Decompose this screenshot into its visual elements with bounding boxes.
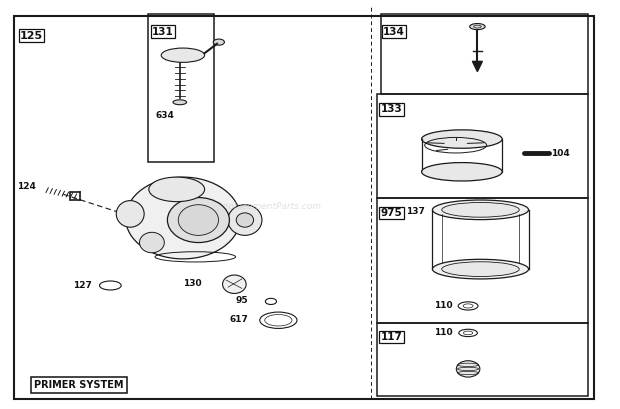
Ellipse shape [140, 232, 164, 253]
Ellipse shape [116, 200, 144, 227]
Ellipse shape [223, 275, 246, 294]
Text: 95: 95 [236, 296, 248, 305]
Text: 130: 130 [184, 279, 202, 288]
Text: 110: 110 [434, 301, 453, 310]
Text: 110: 110 [434, 328, 453, 337]
Text: 117: 117 [381, 332, 402, 342]
Text: 127: 127 [73, 281, 92, 290]
Ellipse shape [433, 200, 528, 220]
Ellipse shape [167, 198, 229, 243]
Text: 634: 634 [155, 111, 174, 120]
Text: 124: 124 [17, 182, 36, 191]
Ellipse shape [149, 177, 205, 202]
Bar [377, 198, 588, 323]
Text: 133: 133 [381, 104, 402, 114]
Ellipse shape [433, 259, 528, 279]
Ellipse shape [470, 23, 485, 29]
Text: eReplacementParts.com: eReplacementParts.com [211, 202, 322, 211]
Text: 617: 617 [229, 315, 248, 324]
Ellipse shape [236, 213, 254, 227]
Text: 137: 137 [406, 207, 425, 216]
Ellipse shape [456, 361, 480, 377]
Text: PRIMER SYSTEM: PRIMER SYSTEM [34, 380, 123, 390]
Ellipse shape [179, 204, 219, 236]
Ellipse shape [422, 163, 502, 181]
Ellipse shape [422, 130, 502, 148]
Ellipse shape [125, 177, 240, 259]
Ellipse shape [441, 202, 520, 217]
Ellipse shape [161, 48, 205, 63]
Polygon shape [472, 61, 482, 72]
Text: 104: 104 [551, 149, 570, 158]
Text: 131: 131 [152, 27, 174, 36]
Bar [148, 14, 214, 162]
Bar [377, 94, 588, 198]
Text: 134: 134 [383, 27, 405, 36]
Ellipse shape [228, 204, 262, 236]
Text: 125: 125 [20, 31, 43, 40]
Bar [381, 14, 588, 94]
Ellipse shape [213, 39, 224, 45]
Bar [377, 323, 588, 396]
Ellipse shape [441, 262, 520, 276]
Text: 975: 975 [381, 208, 402, 218]
Ellipse shape [173, 100, 187, 105]
